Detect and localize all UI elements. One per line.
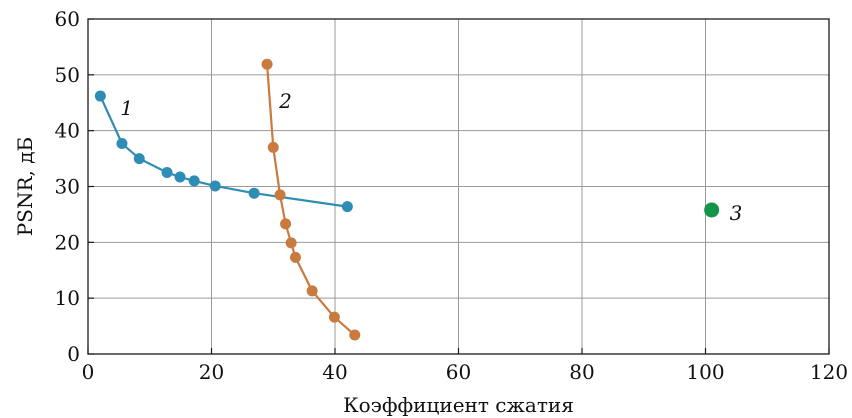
data-point [280,218,292,230]
y-tick-label: 20 [55,230,80,254]
x-tick-label: 0 [82,360,95,384]
series-1-label: 1 [120,96,133,120]
data-point [209,180,221,192]
x-tick-label: 100 [686,360,724,384]
data-point [349,329,361,341]
x-tick-label: 40 [322,360,347,384]
y-tick-label: 50 [55,63,80,87]
data-point [174,171,186,183]
x-tick-label: 80 [569,360,594,384]
series-1-line [99,95,348,208]
series-3-label: 3 [730,201,743,225]
x-tick-label: 120 [810,360,848,384]
y-tick-label: 10 [55,286,80,310]
data-point [285,237,297,249]
data-point [133,153,145,165]
y-tick-label: 0 [67,342,80,366]
series-1: 1 [94,90,353,213]
data-point [188,175,200,187]
y-axis-title: PSNR, дБ [13,137,37,236]
series-2-label: 2 [278,89,292,113]
series-layer: 1 2 3 [94,58,742,341]
x-tick-label: 20 [199,360,224,384]
data-point [116,138,128,150]
data-point [289,251,301,263]
y-tick-label: 40 [55,119,80,143]
data-point [328,311,340,323]
data-point [306,285,318,297]
y-tick-label: 60 [55,7,80,31]
data-point [704,202,720,218]
x-axis-ticks: 0 20 40 60 80 100 120 [82,348,848,384]
data-point [267,141,279,153]
y-tick-label: 30 [55,175,80,199]
data-point [261,58,273,70]
data-point [161,167,173,179]
data-point [274,189,286,201]
series-3: 3 [704,201,742,225]
series-2: 2 [261,58,361,341]
x-axis-title: Коэффициент сжатия [343,393,574,417]
data-point [248,187,260,199]
x-tick-label: 60 [446,360,471,384]
grid-lines [88,19,829,354]
data-point [94,90,106,102]
y-axis-ticks: 0 10 20 30 40 50 60 [55,7,94,366]
data-point [341,201,353,213]
